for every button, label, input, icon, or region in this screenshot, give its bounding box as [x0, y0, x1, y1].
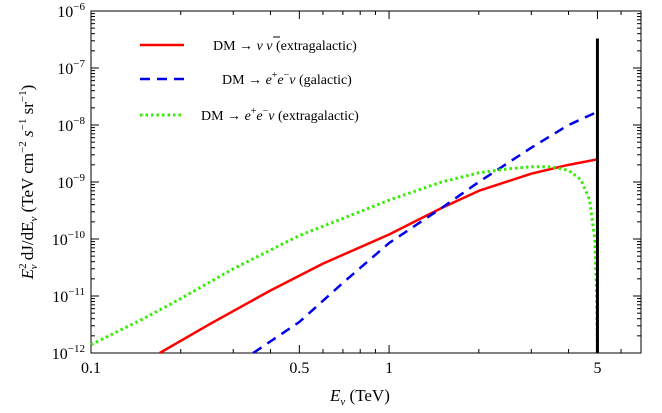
y-tick-label: 10−10 — [52, 229, 86, 249]
series-layer — [90, 38, 599, 355]
x-tick-label: 0.1 — [81, 360, 101, 377]
y-tick-label: 10−12 — [52, 343, 85, 363]
plot-frame — [90, 10, 642, 354]
x-tick-label: 5 — [593, 360, 601, 377]
y-tick-label: 10−8 — [57, 115, 85, 135]
series-line-1 — [252, 110, 598, 355]
legend-label-galactic: DM → e+e−ν (galactic) — [222, 70, 352, 88]
y-tick-label: 10−11 — [52, 286, 85, 306]
y-axis-title: E2ν dJ/dEν (TeV cm−2 s−1 sr−1) — [17, 85, 40, 281]
x-axis-title: Eν (TeV) — [329, 386, 390, 408]
series-line-2 — [90, 165, 599, 354]
y-tick-label: 10−9 — [57, 172, 85, 192]
y-tick-labels: 10−12 10−11 10−10 10−9 10−8 10−7 10−6 — [52, 1, 86, 363]
axis-ticks — [90, 10, 642, 354]
x-tick-label: 1 — [385, 360, 393, 377]
y-tick-label: 10−6 — [57, 1, 85, 21]
legend-label-extragalactic-e: DM → e+e−ν (extragalactic) — [201, 106, 359, 124]
legend: DM → ν ν (extragalactic) DM → e+e−ν (gal… — [140, 36, 359, 124]
series-line-0 — [159, 158, 598, 355]
x-tick-label: 0.5 — [289, 360, 309, 377]
x-tick-labels: 0.1 0.5 1 5 — [81, 360, 601, 377]
y-tick-label: 10−7 — [57, 58, 85, 78]
legend-label-nu-nubar: DM → ν ν (extragalactic) — [213, 39, 357, 54]
